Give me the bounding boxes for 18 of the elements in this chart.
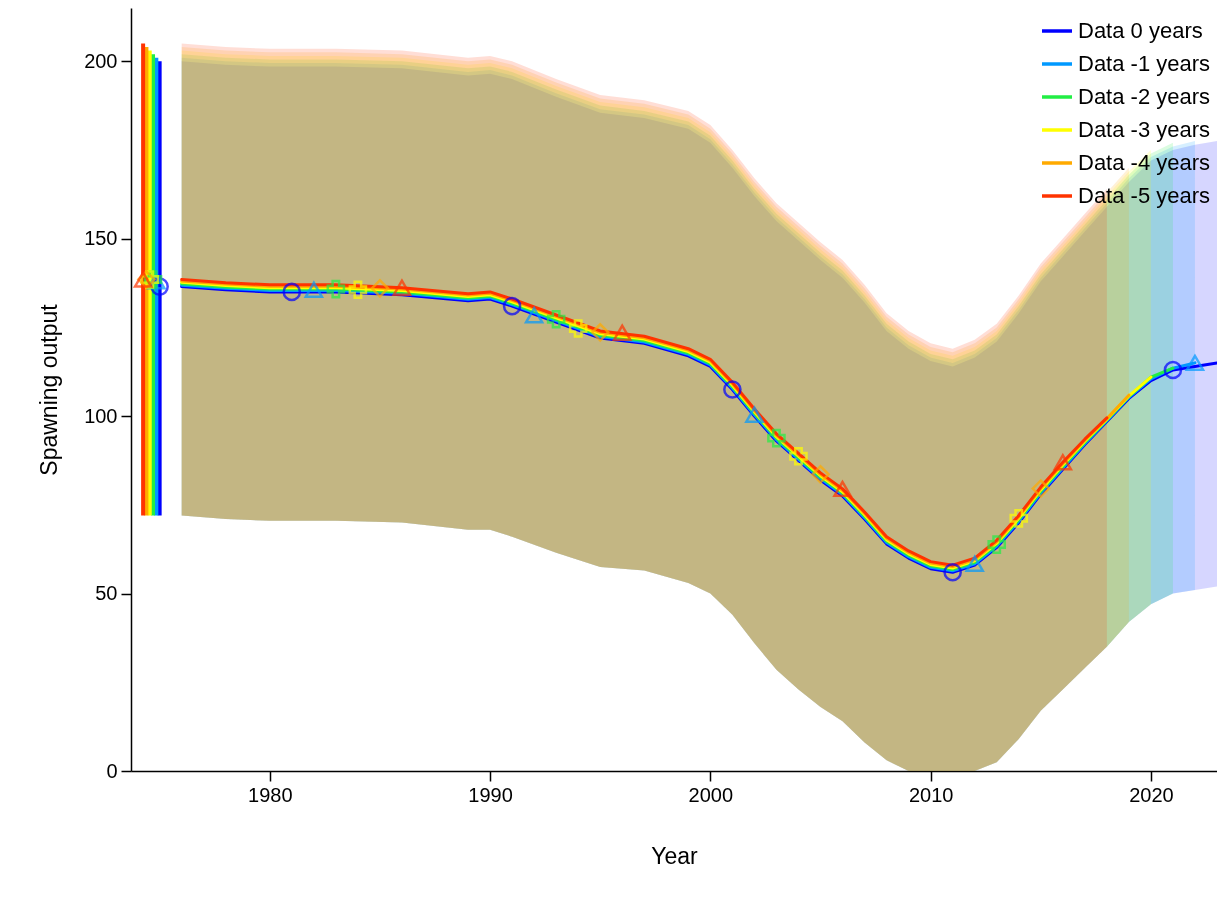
legend-label: Data -2 years bbox=[1078, 84, 1211, 109]
legend-label: Data -4 years bbox=[1078, 150, 1211, 175]
y-axis-title: Spawning output bbox=[36, 303, 63, 476]
legend-label: Data 0 years bbox=[1078, 18, 1203, 43]
x-tick-label: 1980 bbox=[248, 783, 293, 806]
x-axis-title: Year bbox=[651, 842, 699, 869]
x-tick-label: 1990 bbox=[468, 783, 513, 806]
legend-label: Data -1 years bbox=[1078, 51, 1211, 76]
y-tick-label: 100 bbox=[84, 404, 118, 427]
x-tick-label: 2020 bbox=[1129, 783, 1174, 806]
y-tick-label: 50 bbox=[95, 582, 118, 605]
y-tick-label: 150 bbox=[84, 227, 118, 250]
legend-label: Data -3 years bbox=[1078, 117, 1211, 142]
y-tick-label: 200 bbox=[84, 49, 118, 72]
y-tick-label: 0 bbox=[106, 759, 118, 782]
x-tick-label: 2000 bbox=[688, 783, 734, 806]
legend-label: Data -5 years bbox=[1078, 183, 1211, 208]
x-tick-label: 2010 bbox=[908, 783, 954, 806]
